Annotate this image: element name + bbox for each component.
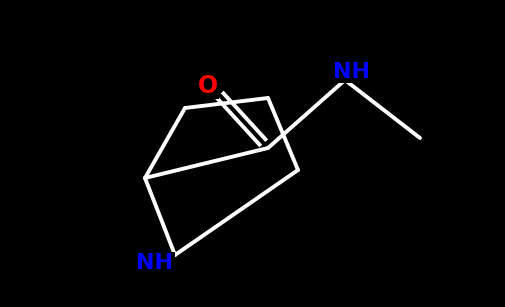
Text: O: O <box>197 74 218 98</box>
Text: NH: NH <box>333 62 370 82</box>
Text: NH: NH <box>136 253 173 273</box>
